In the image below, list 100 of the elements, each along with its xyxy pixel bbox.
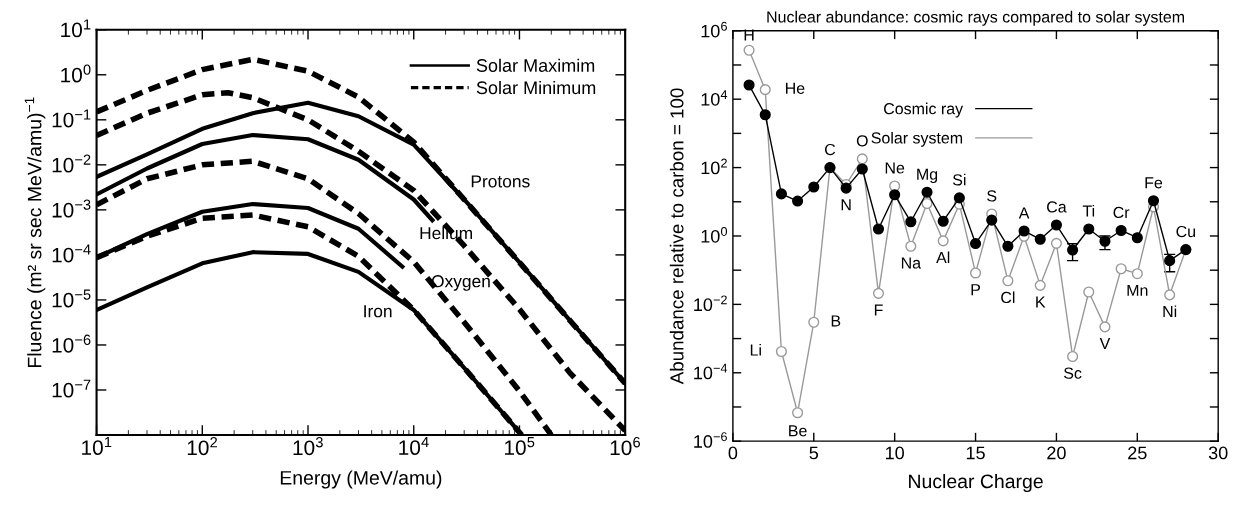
point (775, 188, 787, 200)
legend-label: Cosmic ray (884, 102, 964, 118)
annotation: C (825, 143, 836, 156)
point (889, 189, 901, 201)
point (1067, 350, 1079, 363)
point (921, 197, 933, 210)
point (792, 407, 804, 419)
annotation: A (1018, 207, 1030, 219)
x-tick-label: 5 (809, 446, 819, 460)
chart-title: Nuclear abundance: cosmic rays compared to solar system (767, 10, 1185, 26)
annotation: Be (789, 425, 807, 437)
annotation: Iron (364, 305, 392, 318)
point (743, 44, 755, 56)
point (775, 345, 787, 358)
x-tick-label: 0 (728, 446, 738, 460)
x-tick-label: 10$^{6}$ (610, 437, 640, 456)
point (856, 153, 868, 165)
annotation: Ni (1163, 305, 1177, 318)
annotation: Oxygen (431, 275, 490, 291)
point (1034, 279, 1046, 291)
point (921, 186, 933, 198)
annotation: V (1099, 338, 1111, 350)
annotation: Cl (1001, 291, 1015, 304)
y-tick-label: 10$^{1}$ (61, 19, 91, 38)
x-tick-label: 10$^{4}$ (399, 437, 429, 456)
x-axis-title: Nuclear Charge (909, 473, 1043, 493)
point (1050, 219, 1062, 231)
annotation: Al (936, 251, 950, 264)
y-tick-label: 10$^{0}$ (701, 226, 728, 243)
x-tick-label: 25 (1128, 446, 1147, 460)
y-axis-title: Abundance relative to carbon = 100 (669, 88, 684, 385)
x-tick-label: 10$^{3}$ (293, 437, 323, 456)
point (937, 215, 949, 227)
point (808, 181, 820, 193)
y-tick-label: 10$^{2}$ (701, 158, 727, 175)
point (1131, 232, 1143, 244)
annotation: Sc (1064, 367, 1082, 379)
point (1083, 223, 1095, 235)
point (969, 267, 982, 279)
y-tick-label: 10$^{−6}$ (694, 432, 727, 448)
annotation: N (841, 199, 851, 211)
y-tick-label: 10$^{−2}$ (694, 295, 727, 312)
x-tick-label: 10 (886, 446, 904, 460)
y-tick-label: 10$^{6}$ (701, 21, 727, 38)
annotation: Ti (1082, 204, 1095, 217)
point (937, 235, 949, 247)
annotation: Si (952, 173, 966, 186)
point (1131, 268, 1143, 280)
annotation: Cr (1113, 206, 1130, 219)
point (808, 316, 820, 328)
point (743, 79, 755, 91)
point (872, 223, 885, 235)
legend-label: Solar system (871, 131, 963, 147)
y-tick-label: 10$^{−2}$ (52, 154, 91, 173)
annotation: Cu (1176, 225, 1195, 238)
annotation: Mn (1127, 284, 1148, 296)
annotation: B (831, 315, 841, 327)
point (1099, 235, 1111, 247)
x-tick-label: 20 (1047, 446, 1066, 460)
point (792, 195, 804, 207)
point (1002, 240, 1014, 252)
annotation: S (987, 190, 997, 202)
annotation: K (1036, 296, 1046, 308)
point (1164, 255, 1176, 267)
x-axis-title: Energy (MeV/amu) (280, 470, 442, 489)
annotation: Mg (917, 168, 938, 184)
annotation: Li (750, 344, 761, 356)
point (759, 109, 771, 121)
point (1115, 224, 1127, 237)
x-tick-label: 10$^{2}$ (187, 437, 217, 456)
x-tick-label: 10$^{5}$ (505, 437, 535, 456)
annotation: F (874, 304, 883, 316)
point (1147, 195, 1160, 207)
point (905, 216, 917, 228)
annotation: P (971, 284, 981, 296)
point (953, 192, 965, 204)
legend-label: Solar Maximim (476, 58, 595, 72)
y-tick-label: 10$^{4}$ (701, 90, 728, 106)
y-tick-label: 10$^{−3}$ (52, 199, 91, 218)
y-tick-label: 10$^{−5}$ (52, 289, 91, 308)
point (986, 214, 998, 226)
annotation: He (786, 82, 805, 94)
y-tick-label: 10$^{−4}$ (52, 244, 91, 263)
annotation: Protons (471, 175, 530, 188)
point (1164, 289, 1176, 301)
x-tick-label: 30 (1208, 446, 1228, 460)
x-tick-label: 10$^{1}$ (82, 437, 112, 456)
y-tick-label: 10$^{−1}$ (52, 109, 91, 128)
point (1018, 225, 1030, 237)
point (759, 84, 771, 96)
point (872, 287, 885, 299)
point (905, 240, 917, 252)
annotation: O (856, 135, 868, 147)
x-tick-label: 15 (966, 446, 985, 460)
point (1067, 244, 1079, 256)
point (1083, 286, 1095, 298)
annotation: Ca (1047, 201, 1067, 213)
y-axis-title: Fluence (m² sr sec MeV/amu)$^{−1}$ (24, 97, 46, 367)
point (1034, 233, 1046, 245)
point (856, 163, 868, 175)
